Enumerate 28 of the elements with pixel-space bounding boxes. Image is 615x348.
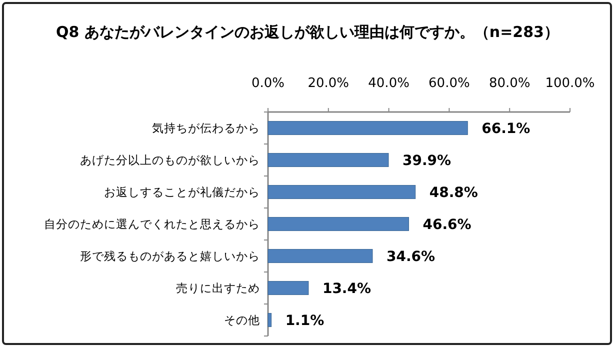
- bar: [268, 217, 409, 231]
- x-tick-label: 80.0%: [488, 76, 530, 91]
- data-label: 66.1%: [482, 121, 530, 137]
- x-tick-label: 100.0%: [545, 76, 595, 91]
- data-label: 46.6%: [422, 217, 472, 233]
- y-tick-label: その他: [224, 313, 260, 327]
- bar: [268, 121, 468, 135]
- x-tick-label: 0.0%: [251, 76, 285, 91]
- bar: [268, 313, 272, 327]
- data-label: 34.6%: [386, 249, 436, 265]
- y-tick-label: 自分のために選んでくれたと思えるから: [44, 217, 260, 231]
- bar: [268, 185, 416, 199]
- y-tick-label: お返しすることが礼儀だから: [104, 185, 260, 199]
- data-label: 13.4%: [322, 281, 372, 297]
- data-label: 1.1%: [285, 313, 324, 329]
- y-tick-label: 売りに出すため: [176, 281, 260, 295]
- bar: [268, 153, 389, 167]
- x-tick-label: 60.0%: [428, 76, 470, 91]
- bar: [268, 249, 373, 263]
- x-tick-label: 20.0%: [308, 76, 350, 91]
- bar: [268, 281, 309, 295]
- data-label: 48.8%: [429, 185, 478, 201]
- data-label: 39.9%: [402, 153, 452, 169]
- x-tick-label: 40.0%: [368, 76, 410, 91]
- y-tick-label: 形で残るものがあると嬉しいから: [80, 249, 260, 263]
- chart-title: Q8 あなたがバレンタインのお返しが欲しい理由は何ですか。（n=283）: [56, 23, 559, 41]
- y-tick-label: あげた分以上のものが欲しいから: [80, 153, 260, 167]
- y-tick-label: 気持ちが伝わるから: [152, 121, 260, 135]
